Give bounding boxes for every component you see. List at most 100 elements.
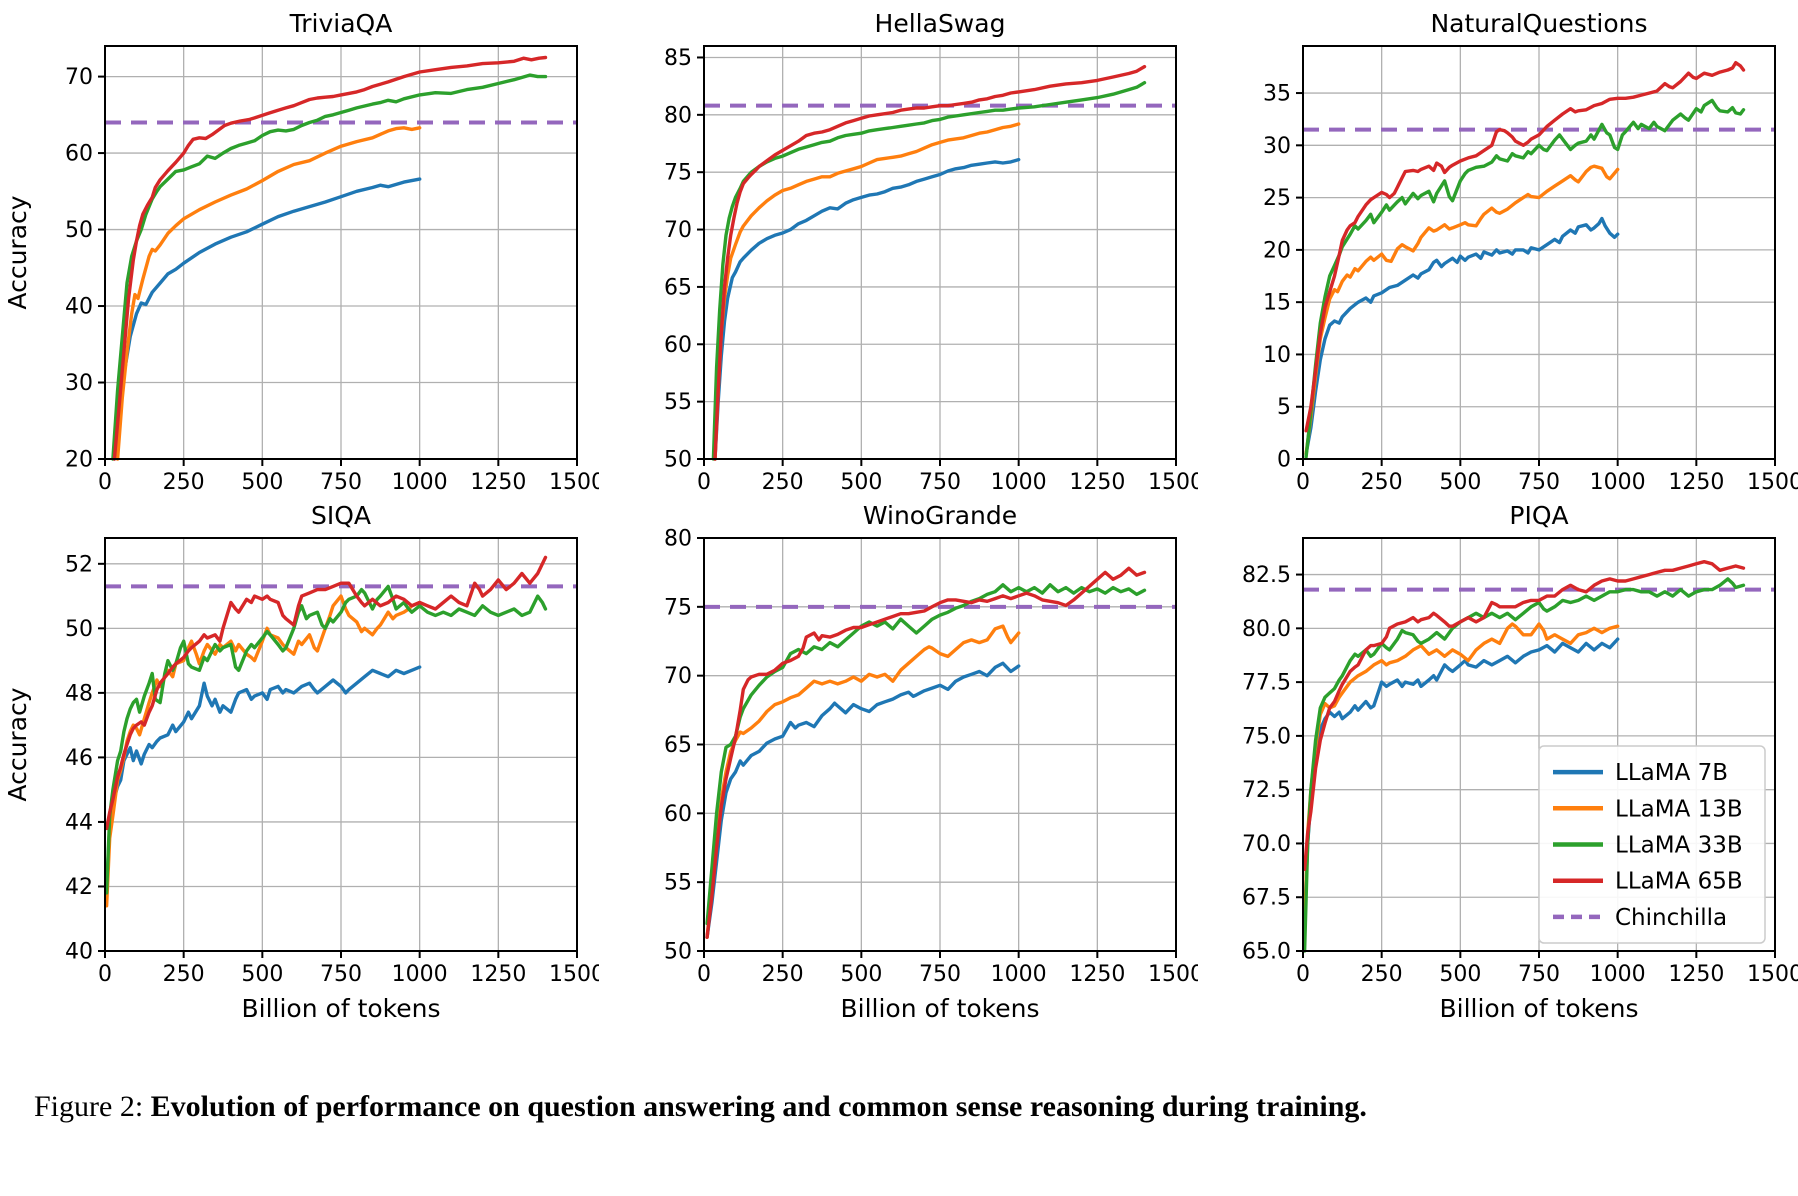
panel-title: HellaSwag xyxy=(875,9,1006,38)
y-tick-label: 60 xyxy=(664,333,692,358)
x-tick-label: 0 xyxy=(697,470,711,495)
series-line-llama-7b xyxy=(1304,216,1620,456)
x-tick-label: 1250 xyxy=(1069,470,1125,495)
y-tick-label: 0 xyxy=(1277,448,1291,473)
y-tick-label: 85 xyxy=(664,46,692,71)
panel-title: WinoGrande xyxy=(863,501,1017,530)
y-tick-label: 5 xyxy=(1277,395,1291,420)
y-tick-label: 75 xyxy=(664,595,692,620)
plot-background xyxy=(599,6,1198,498)
panel-winogrande: 0 250 500 750 1000 1250 1500 50 55 60 65 70 75 80 Wino… xyxy=(599,498,1204,1026)
chart-winogrande: 0 250 500 750 1000 1250 1500 50 55 60 65 70 75 80 Wino… xyxy=(599,498,1204,1026)
x-tick-label: 1000 xyxy=(1590,962,1646,987)
x-tick-label: 1250 xyxy=(470,962,526,987)
y-tick-label: 75.0 xyxy=(1242,724,1291,749)
x-tick-label: 1000 xyxy=(1590,470,1646,495)
plot-background xyxy=(599,498,1198,1026)
x-tick-label: 500 xyxy=(241,470,283,495)
series-line-llama-33b xyxy=(705,583,1147,926)
x-tick-label: 1500 xyxy=(1148,470,1204,495)
series-line-llama-33b xyxy=(1302,577,1746,953)
y-tick-label: 65.0 xyxy=(1242,940,1291,965)
x-tick-label: 1250 xyxy=(470,470,526,495)
y-tick-label: 40 xyxy=(65,295,93,320)
x-tick-label: 1000 xyxy=(392,962,448,987)
y-tick-label: 50 xyxy=(664,940,692,965)
legend-label: LLaMA 7B xyxy=(1615,760,1728,786)
panel-piqa: 0 250 500 750 1000 1250 1500 65.0 67.5 70.0 72.5 75… xyxy=(1198,498,1798,1026)
x-tick-label: 1000 xyxy=(991,470,1047,495)
x-tick-label: 500 xyxy=(1439,470,1481,495)
chart-naturalquestions: 0 250 500 750 1000 1250 1500 0 5 10 15 20 25 30 35 Natu… xyxy=(1198,6,1798,498)
x-tick-label: 500 xyxy=(840,962,882,987)
x-tick-label: 750 xyxy=(1518,962,1560,987)
y-tick-label: 70 xyxy=(664,664,692,689)
series-line-llama-13b xyxy=(1304,164,1620,456)
panel-hellaswag: 0 250 500 750 1000 1250 1500 50 55 60 65 70 75 80 85 He… xyxy=(599,6,1204,498)
y-tick-label: 70 xyxy=(664,218,692,243)
y-tick-label: 52 xyxy=(65,552,93,577)
y-tick-label: 35 xyxy=(1263,82,1291,107)
x-tick-label: 250 xyxy=(1361,470,1403,495)
panel-triviaqa: 0 250 500 750 1000 1250 1500 20 30 40 50 60 70 Trivia… xyxy=(0,6,605,498)
y-tick-label: 55 xyxy=(664,871,692,896)
series-line-llama-7b xyxy=(713,157,1021,461)
chart-triviaqa: 0 250 500 750 1000 1250 1500 20 30 40 50 60 70 Trivia… xyxy=(0,6,605,498)
legend-label: LLaMA 33B xyxy=(1615,833,1743,859)
y-tick-label: 65 xyxy=(664,275,692,300)
y-tick-label: 67.5 xyxy=(1242,886,1291,911)
x-tick-label: 1000 xyxy=(991,962,1047,987)
y-tick-label: 75 xyxy=(664,161,692,186)
series-line-llama-65b xyxy=(713,64,1147,461)
y-tick-label: 30 xyxy=(1263,134,1291,159)
figure-caption: Figure 2: Evolution of performance on qu… xyxy=(34,1090,1798,1124)
legend-label: Chinchilla xyxy=(1615,905,1727,931)
x-tick-label: 1500 xyxy=(549,962,605,987)
x-axis-label: Billion of tokens xyxy=(242,994,441,1023)
y-tick-label: 70 xyxy=(65,65,93,90)
y-tick-label: 72.5 xyxy=(1242,778,1291,803)
chart-piqa: 0 250 500 750 1000 1250 1500 65.0 67.5 70.0 72.5 75… xyxy=(1198,498,1798,1026)
x-tick-label: 1500 xyxy=(1747,470,1798,495)
series-line-llama-13b xyxy=(104,594,422,908)
series-line-llama-13b xyxy=(115,126,422,461)
y-tick-label: 70.0 xyxy=(1242,832,1291,857)
y-tick-label: 50 xyxy=(664,448,692,473)
chart-hellaswag: 0 250 500 750 1000 1250 1500 50 55 60 65 70 75 80 85 He… xyxy=(599,6,1204,498)
y-tick-label: 20 xyxy=(65,448,93,473)
y-tick-label: 44 xyxy=(65,810,93,835)
y-tick-label: 48 xyxy=(65,681,93,706)
x-tick-label: 0 xyxy=(697,962,711,987)
series-line-llama-13b xyxy=(713,122,1021,461)
y-tick-label: 10 xyxy=(1263,343,1291,368)
series-line-llama-7b xyxy=(1302,637,1620,921)
y-tick-label: 80 xyxy=(664,103,692,128)
series-line-llama-65b xyxy=(104,555,548,831)
y-tick-label: 65 xyxy=(664,733,692,758)
x-tick-label: 750 xyxy=(320,962,362,987)
x-tick-label: 1500 xyxy=(1747,962,1798,987)
series-line-llama-7b xyxy=(104,665,422,892)
x-tick-label: 1500 xyxy=(1148,962,1204,987)
y-tick-label: 60 xyxy=(664,802,692,827)
panel-naturalquestions: 0 250 500 750 1000 1250 1500 0 5 10 15 20 25 30 35 Natu… xyxy=(1198,6,1798,498)
x-tick-label: 500 xyxy=(241,962,283,987)
x-tick-label: 0 xyxy=(1296,470,1310,495)
y-tick-label: 42 xyxy=(65,875,93,900)
series-line-llama-65b xyxy=(1302,560,1746,871)
y-tick-label: 40 xyxy=(65,940,93,965)
panel-siqa: 0 250 500 750 1000 1250 1500 40 42 44 46 48 50 52 SIQA… xyxy=(0,498,605,1026)
x-tick-label: 750 xyxy=(1518,470,1560,495)
y-tick-label: 50 xyxy=(65,218,93,243)
chart-siqa: 0 250 500 750 1000 1250 1500 40 42 44 46 48 50 52 SIQA… xyxy=(0,498,605,1026)
legend-label: LLaMA 65B xyxy=(1615,869,1743,895)
x-tick-label: 1000 xyxy=(392,470,448,495)
legend-box xyxy=(1538,745,1766,944)
x-tick-label: 1250 xyxy=(1069,962,1125,987)
x-tick-label: 0 xyxy=(98,962,112,987)
y-tick-label: 55 xyxy=(664,390,692,415)
x-tick-label: 750 xyxy=(919,962,961,987)
panel-title: TriviaQA xyxy=(289,9,393,38)
x-tick-label: 0 xyxy=(1296,962,1310,987)
y-tick-label: 15 xyxy=(1263,291,1291,316)
